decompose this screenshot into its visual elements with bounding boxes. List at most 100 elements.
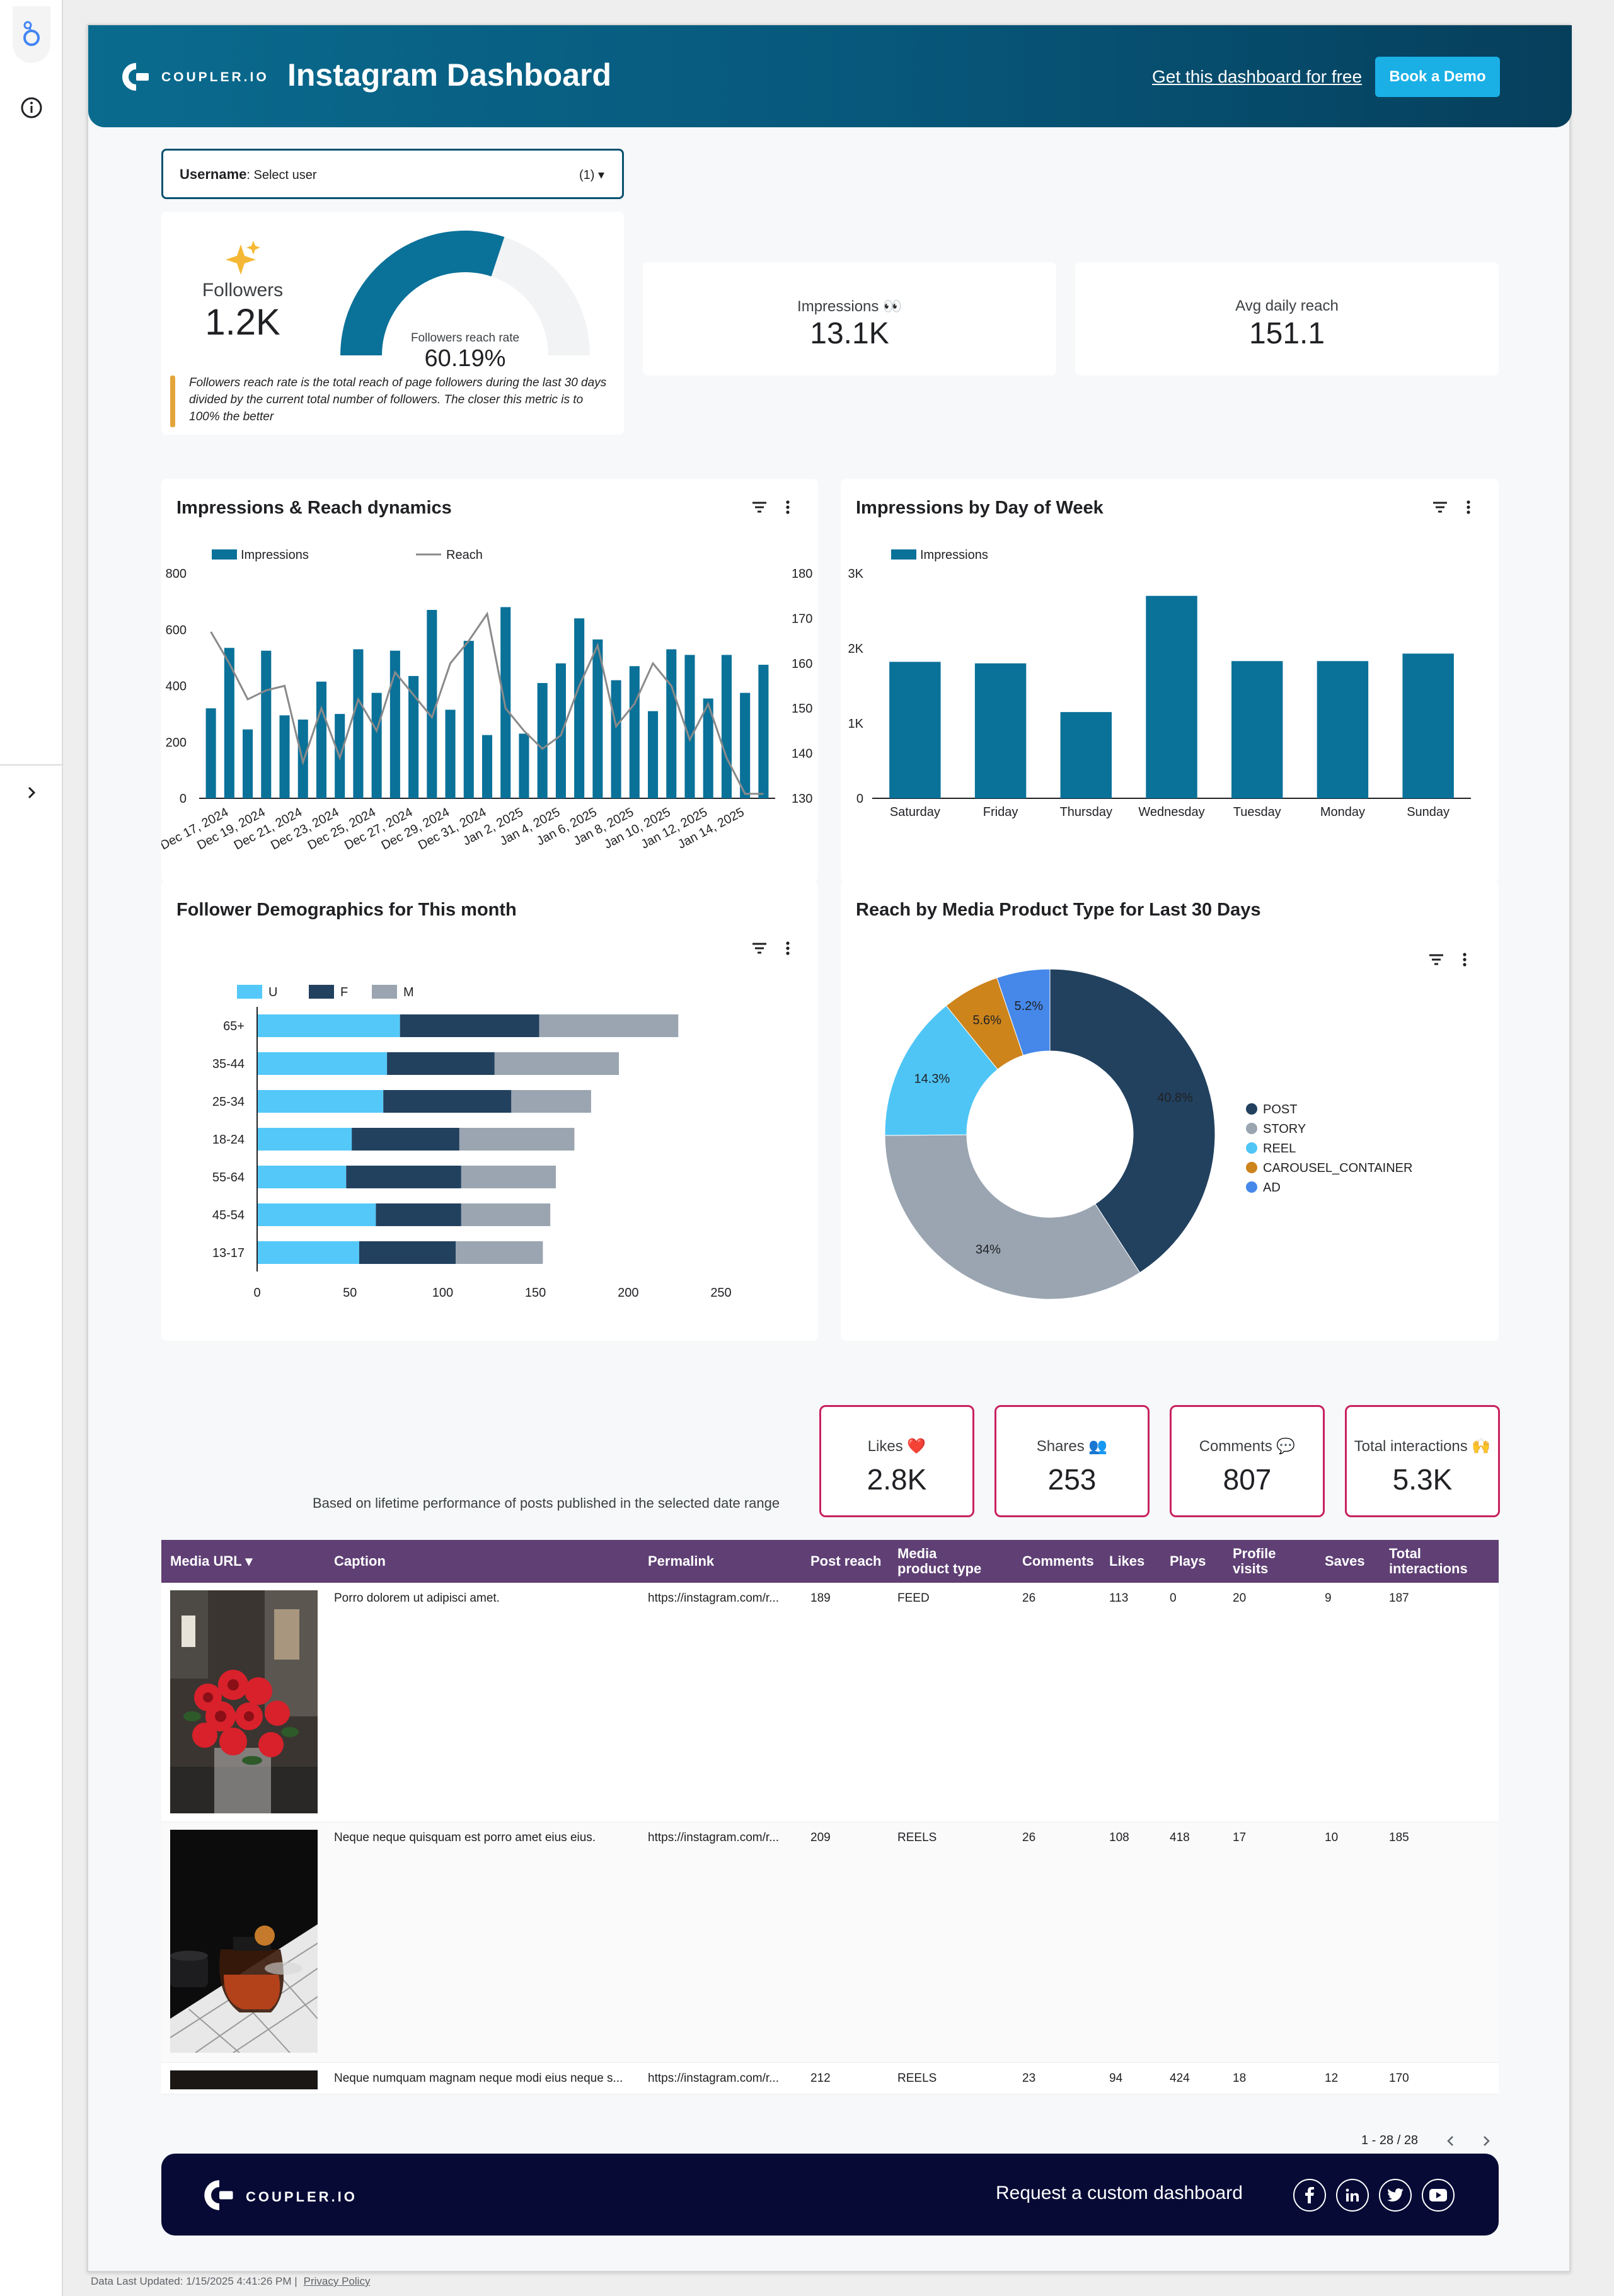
youtube-icon[interactable] (1422, 2179, 1455, 2212)
cell-profile-visits: 18 (1233, 2072, 1247, 2085)
filter-icon[interactable] (750, 939, 769, 958)
media-type-donut-chart: 40.8% 34% 14.3% 5.6% 5.2% POST STORY REEL CAROUS… (884, 969, 1412, 1300)
bar-impressions (974, 663, 1027, 798)
previous-page-icon[interactable] (1443, 2133, 1458, 2149)
looker-logo[interactable] (13, 6, 50, 63)
legend-swatch-carousel_container (1246, 1162, 1257, 1173)
linkedin-icon[interactable] (1336, 2179, 1369, 2212)
bar-impressions (537, 683, 548, 798)
bar-impressions (629, 666, 640, 798)
gauge-label: Followers reach rate (410, 331, 520, 345)
bar-U (257, 1241, 359, 1264)
more-options-icon[interactable] (1462, 498, 1475, 517)
looker-logo-icon (23, 21, 40, 46)
legend-swatch-F (309, 985, 334, 999)
legend-swatch-U (237, 985, 262, 999)
media-thumbnail-tea[interactable] (170, 1830, 318, 2053)
y-right-tick-label: 160 (792, 657, 812, 671)
table-row[interactable]: Neque neque quisquam est porro amet eius… (161, 1822, 1499, 2063)
dashboard-header: COUPLER.IO Instagram Dashboard Get this … (88, 25, 1572, 127)
col-header-saves[interactable]: Saves (1325, 1553, 1365, 1569)
cell-caption: Neque numquam magnam neque modi eius neq… (334, 2072, 623, 2085)
bar-impressions (500, 607, 511, 798)
gauge-value: 60.19% (424, 345, 506, 372)
bar-impressions (555, 663, 566, 798)
col-header-likes[interactable]: Likes (1109, 1553, 1145, 1569)
bar-F (352, 1128, 459, 1151)
next-page-icon[interactable] (1479, 2133, 1494, 2149)
filter-icon[interactable] (1431, 498, 1450, 517)
filter-icon[interactable] (1427, 950, 1446, 969)
col-header-caption[interactable]: Caption (334, 1553, 386, 1569)
followers-card: Followers 1.2K Followers reach rate 60.1… (161, 212, 624, 435)
cell-plays: 0 (1170, 1592, 1177, 1605)
get-dashboard-link[interactable]: Get this dashboard for free (1152, 67, 1363, 86)
bar-M (511, 1090, 591, 1113)
cell-post-reach: 209 (810, 1831, 831, 1844)
cell-saves: 9 (1325, 1592, 1332, 1605)
cell-post-reach: 212 (810, 2072, 831, 2085)
y-tick-label: 18-24 (212, 1133, 245, 1147)
filter-icon[interactable] (750, 498, 769, 517)
followers-note: Followers reach rate is the total reach … (189, 376, 607, 423)
cell-permalink[interactable]: https://instagram.com/r... (648, 1831, 780, 1844)
y-tick-label: 2K (848, 642, 864, 656)
bar-impressions (205, 708, 216, 798)
col-header-media-product-type[interactable]: Media product type (897, 1546, 982, 1576)
more-options-icon[interactable] (781, 498, 794, 517)
cell-likes: 113 (1109, 1592, 1129, 1605)
comments-label: Comments 💬 (1199, 1438, 1296, 1455)
bar-impressions (703, 698, 713, 798)
col-header-total-interactions[interactable]: Total interactions (1389, 1546, 1468, 1576)
twitter-icon[interactable] (1379, 2179, 1412, 2212)
col-header-permalink[interactable]: Permalink (648, 1553, 715, 1569)
page-title: Instagram Dashboard (287, 57, 612, 93)
col-header-plays[interactable]: Plays (1170, 1553, 1206, 1569)
more-options-icon[interactable] (781, 939, 794, 958)
col-header-media-url[interactable]: Media URL ▾ (170, 1553, 253, 1569)
request-custom-dashboard-link[interactable]: Request a custom dashboard (996, 2183, 1243, 2203)
table-row[interactable]: Porro dolorem ut adipisci amet. https://… (161, 1583, 1499, 1822)
y-tick-label: 35-44 (212, 1057, 245, 1071)
bar-impressions (519, 733, 529, 798)
bar-impressions (740, 692, 751, 798)
media-thumbnail-roses[interactable] (170, 1590, 318, 1813)
bar-impressions (316, 681, 327, 798)
y-right-tick-label: 180 (792, 567, 812, 581)
bar-U (257, 1014, 400, 1037)
cell-permalink[interactable]: https://instagram.com/r... (648, 1592, 780, 1605)
table-pagination: 1 - 28 / 28 (1361, 2133, 1490, 2148)
caret-down-icon: ▾ (597, 168, 604, 182)
chevron-right-icon[interactable] (23, 784, 40, 801)
bar-impressions (1231, 661, 1283, 798)
demographics-title: Follower Demographics for This month (176, 900, 517, 920)
col-header-post-reach[interactable]: Post reach (810, 1553, 882, 1569)
bar-impressions (224, 648, 234, 798)
facebook-icon[interactable] (1293, 2179, 1326, 2212)
impressions-reach-card: Impressions & Reach dynamics Impressions… (161, 479, 818, 882)
book-demo-button[interactable]: Book a Demo (1375, 57, 1500, 97)
bar-impressions (889, 662, 941, 798)
bar-impressions (1317, 661, 1369, 798)
legend-label-F: F (340, 985, 348, 999)
more-options-icon[interactable] (1458, 950, 1471, 969)
slice-value-label: 34% (976, 1243, 1001, 1256)
info-icon[interactable] (20, 96, 43, 120)
slice-ad (996, 969, 1051, 1056)
username-filter[interactable]: Username: Select user (1) ▾ (161, 149, 624, 199)
legend-label-reach: Reach (446, 548, 483, 562)
shares-label: Shares 👥 (1036, 1438, 1108, 1455)
media-thumbnail[interactable] (170, 2070, 318, 2089)
col-header-profile-visits[interactable]: Profile visits (1233, 1546, 1276, 1576)
table-row[interactable]: Neque numquam magnam neque modi eius neq… (161, 2063, 1499, 2094)
cell-permalink[interactable]: https://instagram.com/r... (648, 2072, 780, 2085)
legend-label-impressions: Impressions (920, 548, 988, 562)
col-header-comments[interactable]: Comments (1022, 1553, 1094, 1569)
y-left-tick-label: 400 (166, 680, 187, 694)
legend-swatch-impressions (212, 549, 237, 560)
x-tick-label: 0 (253, 1286, 260, 1300)
privacy-policy-link[interactable]: Privacy Policy (303, 2275, 371, 2287)
total-interactions-kpi-card: Total interactions 🙌 5.3K (1345, 1405, 1500, 1517)
bar-impressions (611, 680, 621, 798)
x-tick-label: Thursday (1060, 805, 1112, 819)
